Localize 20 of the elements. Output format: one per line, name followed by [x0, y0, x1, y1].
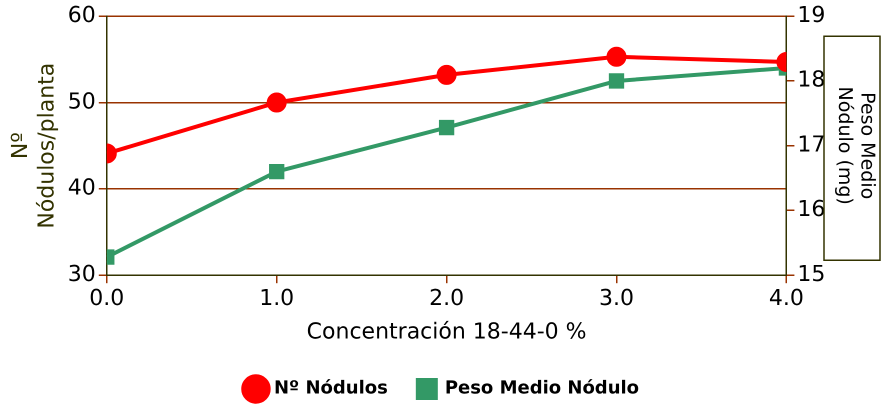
point — [438, 120, 454, 136]
y-tick-label: 50 — [68, 89, 96, 114]
x-tick-label: 1.0 — [259, 286, 294, 312]
x-tick-label: 0.0 — [89, 286, 124, 312]
y2-tick-label: 16 — [797, 197, 826, 222]
legend-label: Peso Medio Nódulo — [444, 378, 640, 399]
y2-tick-label: 18 — [797, 68, 826, 93]
x-tick-label: 2.0 — [429, 286, 464, 312]
x-tick-label: 3.0 — [599, 286, 634, 312]
y-tick-label: 40 — [68, 176, 96, 201]
y2-tick-label: 15 — [797, 262, 826, 287]
y-tick-label: 60 — [68, 2, 96, 28]
y2-tick-label: 19 — [797, 2, 826, 28]
legend-label: Nº Nódulos — [274, 378, 388, 399]
y2-axis-title: Peso Medio Nódulo (mg) — [834, 86, 879, 205]
x-tick-label: 4.0 — [768, 286, 804, 312]
y-tick-label: 30 — [68, 262, 96, 287]
y-axis-title: Nº Nódulos/planta — [8, 62, 60, 229]
y2-tick-label: 17 — [797, 132, 826, 158]
x-axis-title: Concentración 18-44-0 % — [306, 320, 587, 345]
